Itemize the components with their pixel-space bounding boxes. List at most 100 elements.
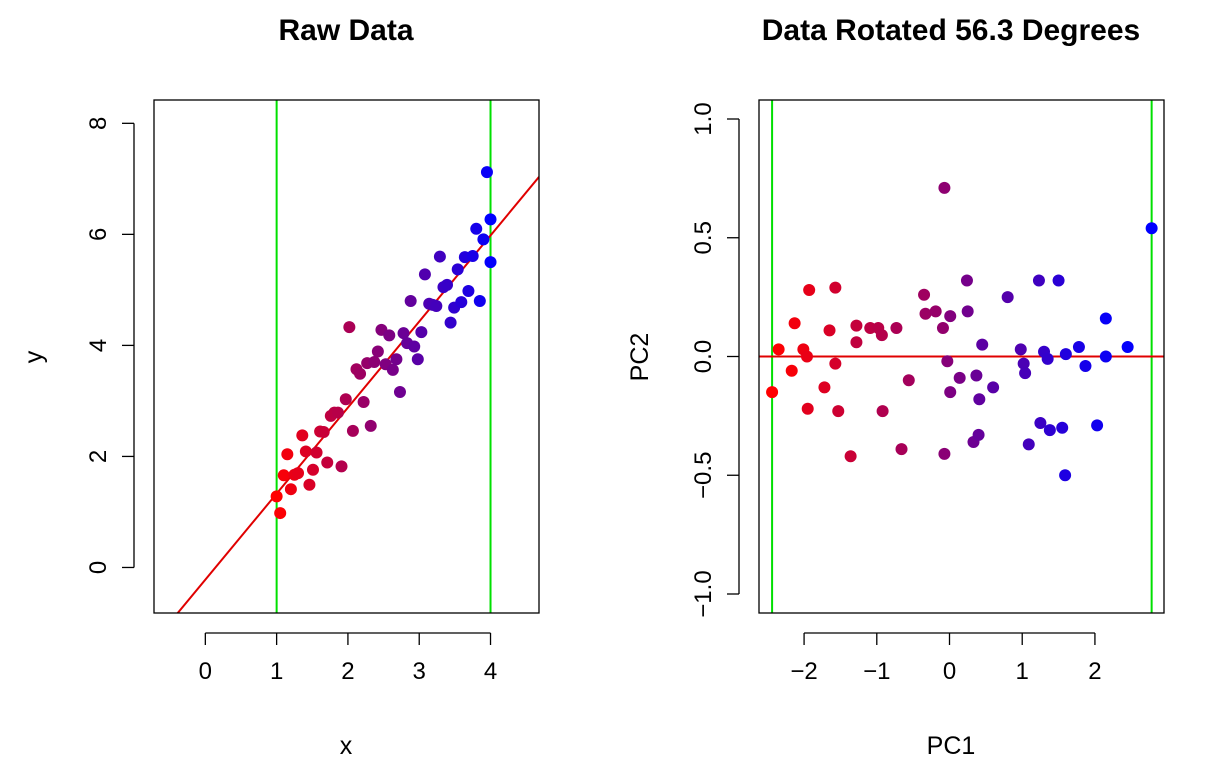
raw-data-y-tick-label: 2 xyxy=(85,450,112,463)
rotated-data-point xyxy=(895,443,908,456)
raw-data-point xyxy=(433,250,446,263)
rotated-data-x-tick-label: 0 xyxy=(943,658,956,685)
rotated-data-point xyxy=(803,284,816,296)
rotated-data-y-tick-label: 0.5 xyxy=(690,221,717,254)
raw-data-x-tick-label: 4 xyxy=(484,658,497,685)
raw-data-point xyxy=(321,456,334,469)
rotated-data-point xyxy=(938,447,951,460)
raw-data-x-tick-label: 2 xyxy=(341,658,354,685)
rotated-data-point xyxy=(961,305,974,318)
rotated-data-point xyxy=(1043,424,1056,437)
rotated-data-point xyxy=(823,324,836,337)
raw-data-point xyxy=(306,463,319,476)
rotated-data-point xyxy=(960,274,973,287)
raw-data-point xyxy=(466,250,479,263)
raw-data-point xyxy=(411,353,424,366)
rotated-data-point xyxy=(1034,417,1047,429)
raw-data-y-tick-label: 4 xyxy=(85,339,112,352)
rotated-data-point xyxy=(766,386,779,399)
rotated-data-point xyxy=(788,317,801,330)
raw-data-point xyxy=(299,445,312,458)
rotated-data-point xyxy=(832,405,845,418)
rotated-data-point xyxy=(936,322,949,334)
raw-data-point xyxy=(284,483,297,496)
raw-data-x-tick-label: 0 xyxy=(199,658,212,685)
raw-data-point xyxy=(364,419,377,432)
raw-data-plot-area xyxy=(176,100,539,613)
rotated-data-point xyxy=(944,310,957,323)
rotated-data-point xyxy=(829,357,842,370)
raw-data-point xyxy=(310,446,323,459)
rotated-data-point xyxy=(1014,343,1027,356)
rotated-data-point xyxy=(1091,419,1104,432)
raw-data-point xyxy=(346,424,359,437)
rotated-data-point xyxy=(976,338,989,351)
rotated-data-y-axis-label: PC2 xyxy=(626,333,654,382)
rotated-data-point xyxy=(850,336,863,349)
raw-data-point xyxy=(296,429,309,442)
rotated-data-point xyxy=(829,281,842,294)
raw-data-point xyxy=(397,327,410,340)
raw-data-point xyxy=(451,263,464,276)
raw-data-x-axis-label: x xyxy=(340,732,353,760)
rotated-data-point xyxy=(1079,360,1092,372)
rotated-data-point xyxy=(1056,421,1069,434)
rotated-data-point xyxy=(987,381,1000,394)
raw-data-y-tick-label: 0 xyxy=(85,561,112,574)
raw-data-point xyxy=(335,460,348,473)
raw-data-point xyxy=(357,396,370,409)
raw-data-axes: 0 1 2 3 4 0 2 4 6 8 xyxy=(85,117,497,685)
rotated-data-panel: Data Rotated 56.3 Degrees PC1 PC2 −2 −1 0 1… xyxy=(626,14,1165,760)
raw-data-y-tick-label: 8 xyxy=(85,117,112,130)
rotated-data-point xyxy=(1059,348,1072,361)
raw-data-point xyxy=(444,316,457,329)
rotated-data-point xyxy=(1099,350,1112,363)
raw-data-point xyxy=(371,345,384,358)
raw-data-point xyxy=(274,507,287,520)
rotated-data-point xyxy=(1121,341,1134,353)
rotated-data-point xyxy=(1059,469,1072,482)
rotated-data-point xyxy=(941,355,954,368)
raw-data-point xyxy=(470,222,483,235)
rotated-data-plot-area xyxy=(759,100,1164,613)
rotated-data-point xyxy=(1017,357,1030,370)
raw-data-point xyxy=(408,340,421,353)
raw-data-point xyxy=(415,326,428,339)
raw-data-point xyxy=(331,406,344,419)
rotated-data-x-axis-label: PC1 xyxy=(927,732,976,760)
raw-data-point xyxy=(480,166,493,179)
rotated-data-axes: −2 −1 0 1 2 −1.0 −0.5 0.0 0.5 1.0 xyxy=(690,102,1102,685)
rotated-data-x-tick-label: 1 xyxy=(1016,658,1029,685)
raw-data-point xyxy=(339,393,352,406)
raw-data-point xyxy=(441,278,454,291)
rotated-data-y-tick-label: −1.0 xyxy=(690,570,717,617)
raw-data-point xyxy=(393,386,406,399)
raw-data-point xyxy=(343,321,356,334)
rotated-data-point xyxy=(973,393,986,406)
raw-data-point xyxy=(303,478,316,491)
raw-data-y-axis-label: y xyxy=(20,350,48,363)
raw-data-plot-frame xyxy=(153,99,540,614)
rotated-data-point xyxy=(938,181,951,194)
rotated-data-point xyxy=(1001,291,1014,304)
raw-data-point xyxy=(277,469,290,482)
rotated-data-point xyxy=(801,402,814,415)
rotated-data-point xyxy=(1099,312,1112,325)
rotated-data-point xyxy=(844,450,857,463)
rotated-data-point xyxy=(850,319,863,332)
rotated-data-point xyxy=(876,405,889,418)
raw-data-point xyxy=(430,299,443,312)
rotated-data-point xyxy=(953,371,966,384)
raw-data-point xyxy=(281,448,294,461)
raw-data-y-tick-label: 6 xyxy=(85,228,112,241)
raw-data-point xyxy=(383,329,396,342)
rotated-data-point xyxy=(918,288,931,301)
raw-data-point xyxy=(292,467,305,480)
rotated-data-x-tick-label: 2 xyxy=(1088,658,1101,685)
raw-data-point xyxy=(455,296,468,309)
rotated-data-point xyxy=(1019,367,1032,380)
rotated-data-point xyxy=(1052,274,1065,287)
rotated-data-y-tick-label: −0.5 xyxy=(690,452,717,499)
rotated-data-y-tick-label: 1.0 xyxy=(690,102,717,135)
